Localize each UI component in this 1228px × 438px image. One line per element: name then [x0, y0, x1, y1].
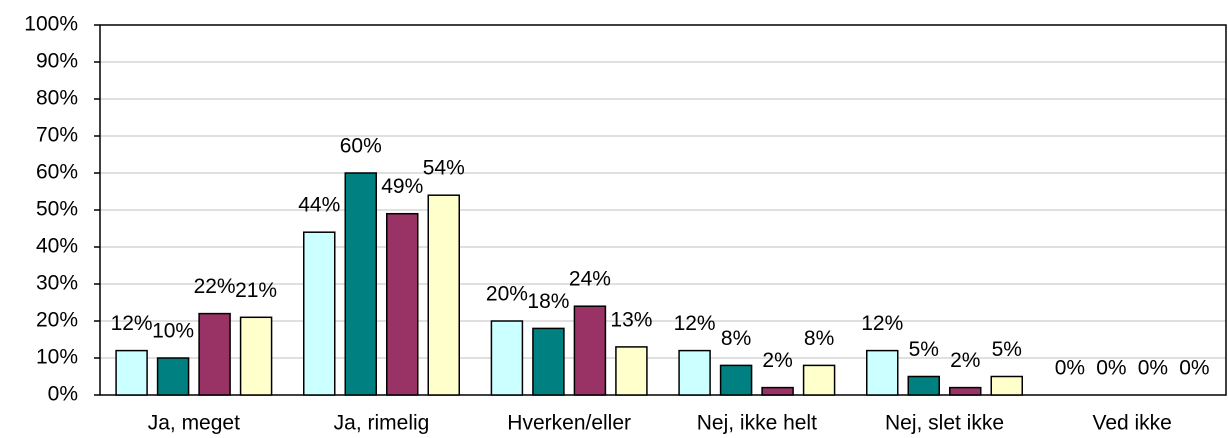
y-tick-label: 90% — [36, 50, 78, 73]
value-label: 0% — [1138, 357, 1168, 380]
bar — [115, 349, 148, 396]
x-tick-label: Nej, ikke helt — [697, 412, 817, 435]
bar — [239, 316, 273, 396]
bar — [532, 327, 565, 396]
value-label: 18% — [527, 290, 569, 313]
x-tick-label: Ved ikke — [1092, 412, 1171, 435]
y-tick-label: 30% — [36, 272, 78, 295]
value-label: 44% — [298, 194, 340, 217]
value-label: 22% — [194, 275, 236, 298]
value-label: 12% — [111, 312, 153, 335]
value-label: 0% — [1055, 357, 1085, 380]
x-tick-label: Ja, rimelig — [334, 412, 430, 435]
bar — [907, 375, 940, 396]
bar — [198, 312, 231, 396]
bar — [386, 212, 419, 396]
value-label: 5% — [992, 338, 1022, 361]
value-label: 2% — [762, 349, 792, 372]
y-tick-label: 50% — [36, 198, 78, 221]
bar — [990, 375, 1023, 396]
value-label: 8% — [804, 327, 834, 350]
y-tick-label: 0% — [48, 383, 78, 406]
bar — [156, 357, 190, 396]
value-label: 8% — [721, 327, 751, 350]
plot-frame — [99, 24, 1227, 396]
bar — [490, 320, 524, 396]
value-label: 21% — [235, 279, 277, 302]
x-tick-label: Ja, meget — [148, 412, 240, 435]
value-label: 60% — [340, 135, 382, 158]
x-tick-label: Nej, slet ikke — [885, 412, 1004, 435]
bar — [344, 172, 377, 396]
value-label: 5% — [909, 338, 939, 361]
bar — [761, 386, 794, 396]
bar — [802, 364, 836, 396]
x-tick-label: Hverken/eller — [507, 412, 631, 435]
value-label: 0% — [1096, 357, 1126, 380]
y-tick-label: 60% — [36, 161, 78, 184]
value-label: 20% — [486, 283, 528, 306]
y-tick-label: 100% — [24, 13, 78, 36]
value-label: 49% — [381, 175, 423, 198]
value-label: 13% — [610, 308, 652, 331]
value-label: 2% — [950, 349, 980, 372]
bar — [573, 305, 607, 396]
bar — [678, 349, 711, 396]
value-label: 12% — [674, 312, 716, 335]
value-label: 12% — [861, 312, 903, 335]
bar — [615, 346, 648, 396]
y-tick-label: 20% — [36, 309, 78, 332]
bar — [949, 386, 982, 396]
y-tick-label: 80% — [36, 87, 78, 110]
y-tick-label: 70% — [36, 124, 78, 147]
bar — [719, 364, 753, 396]
bar — [866, 349, 899, 396]
bar — [303, 231, 336, 396]
value-label: 54% — [423, 157, 465, 180]
y-tick-label: 10% — [36, 346, 78, 369]
y-tick-label: 40% — [36, 235, 78, 258]
bar — [427, 194, 460, 396]
value-label: 10% — [152, 320, 194, 343]
value-label: 0% — [1179, 357, 1209, 380]
value-label: 24% — [569, 268, 611, 291]
